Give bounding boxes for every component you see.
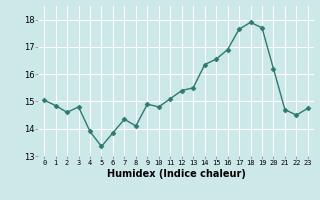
X-axis label: Humidex (Indice chaleur): Humidex (Indice chaleur) <box>107 169 245 179</box>
